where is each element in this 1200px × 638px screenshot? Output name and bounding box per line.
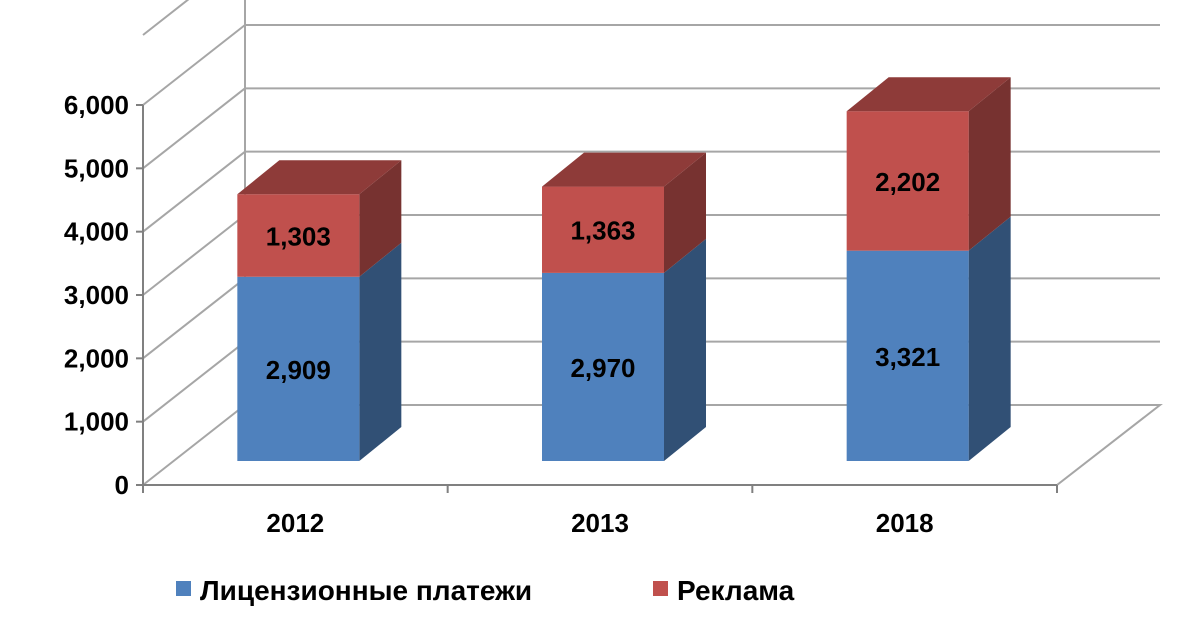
bar-2013-series-1: 1,363 bbox=[542, 152, 706, 273]
bar-side bbox=[664, 238, 706, 461]
legend-swatch bbox=[176, 581, 191, 596]
bar bbox=[237, 276, 360, 461]
y-axis-ticks: 0 1,000 2,000 3,000 4,000 5,000 6,000 bbox=[64, 90, 143, 500]
legend-label: Реклама bbox=[677, 575, 795, 606]
legend: Лицензионные платежи Реклама bbox=[176, 575, 795, 606]
gridline-side bbox=[142, 24, 246, 106]
data-label: 3,321 bbox=[875, 342, 940, 372]
bars: 2,909 1,303 2,970 1,363 3,321 2,202 bbox=[237, 77, 1011, 461]
legend-label: Лицензионные платежи bbox=[200, 575, 532, 606]
data-label: 2,970 bbox=[570, 353, 635, 383]
gridline-side bbox=[142, 87, 246, 170]
bar-2013-series-0: 2,970 bbox=[542, 238, 706, 461]
bar-side bbox=[359, 160, 402, 277]
bar-side bbox=[968, 77, 1011, 251]
side-wall-top-edge bbox=[142, 0, 190, 36]
gridline-side bbox=[142, 277, 246, 360]
bar-2018-series-1: 2,202 bbox=[846, 77, 1011, 251]
y-tick-label: 6,000 bbox=[64, 90, 129, 120]
x-tick-label: 2013 bbox=[571, 508, 629, 538]
x-tick-label: 2018 bbox=[876, 508, 934, 538]
y-tick-label: 4,000 bbox=[64, 217, 129, 247]
gridline-side bbox=[142, 340, 246, 423]
y-tick-label: 1,000 bbox=[64, 407, 129, 437]
bar bbox=[542, 272, 664, 461]
data-label: 2,202 bbox=[875, 167, 940, 197]
bar-2012-series-1: 1,303 bbox=[237, 160, 402, 277]
bar-side bbox=[664, 152, 706, 273]
data-label: 1,303 bbox=[266, 222, 331, 252]
y-tick-label: 5,000 bbox=[64, 153, 129, 183]
y-tick-label: 3,000 bbox=[64, 280, 129, 310]
data-label: 2,909 bbox=[266, 355, 331, 385]
x-tick-label: 2012 bbox=[266, 508, 324, 538]
bar bbox=[542, 186, 664, 273]
bar bbox=[846, 250, 969, 461]
bar bbox=[846, 111, 969, 251]
bar-top bbox=[542, 152, 706, 187]
y-tick-label: 2,000 bbox=[64, 343, 129, 373]
y-tick-label: 0 bbox=[115, 470, 129, 500]
bar-top bbox=[846, 77, 1011, 112]
x-axis-ticks: 2012 2013 2018 bbox=[142, 485, 1058, 538]
bar-2012-series-0: 2,909 bbox=[237, 242, 402, 461]
bar-2018-series-0: 3,321 bbox=[846, 216, 1011, 461]
legend-swatch bbox=[653, 581, 668, 596]
gridline-side bbox=[142, 214, 246, 296]
data-label: 1,363 bbox=[570, 216, 635, 246]
bar bbox=[237, 194, 360, 277]
bar-side bbox=[968, 216, 1011, 461]
gridline-side bbox=[142, 150, 246, 233]
bar-side bbox=[359, 242, 402, 461]
bar-top bbox=[237, 160, 402, 195]
